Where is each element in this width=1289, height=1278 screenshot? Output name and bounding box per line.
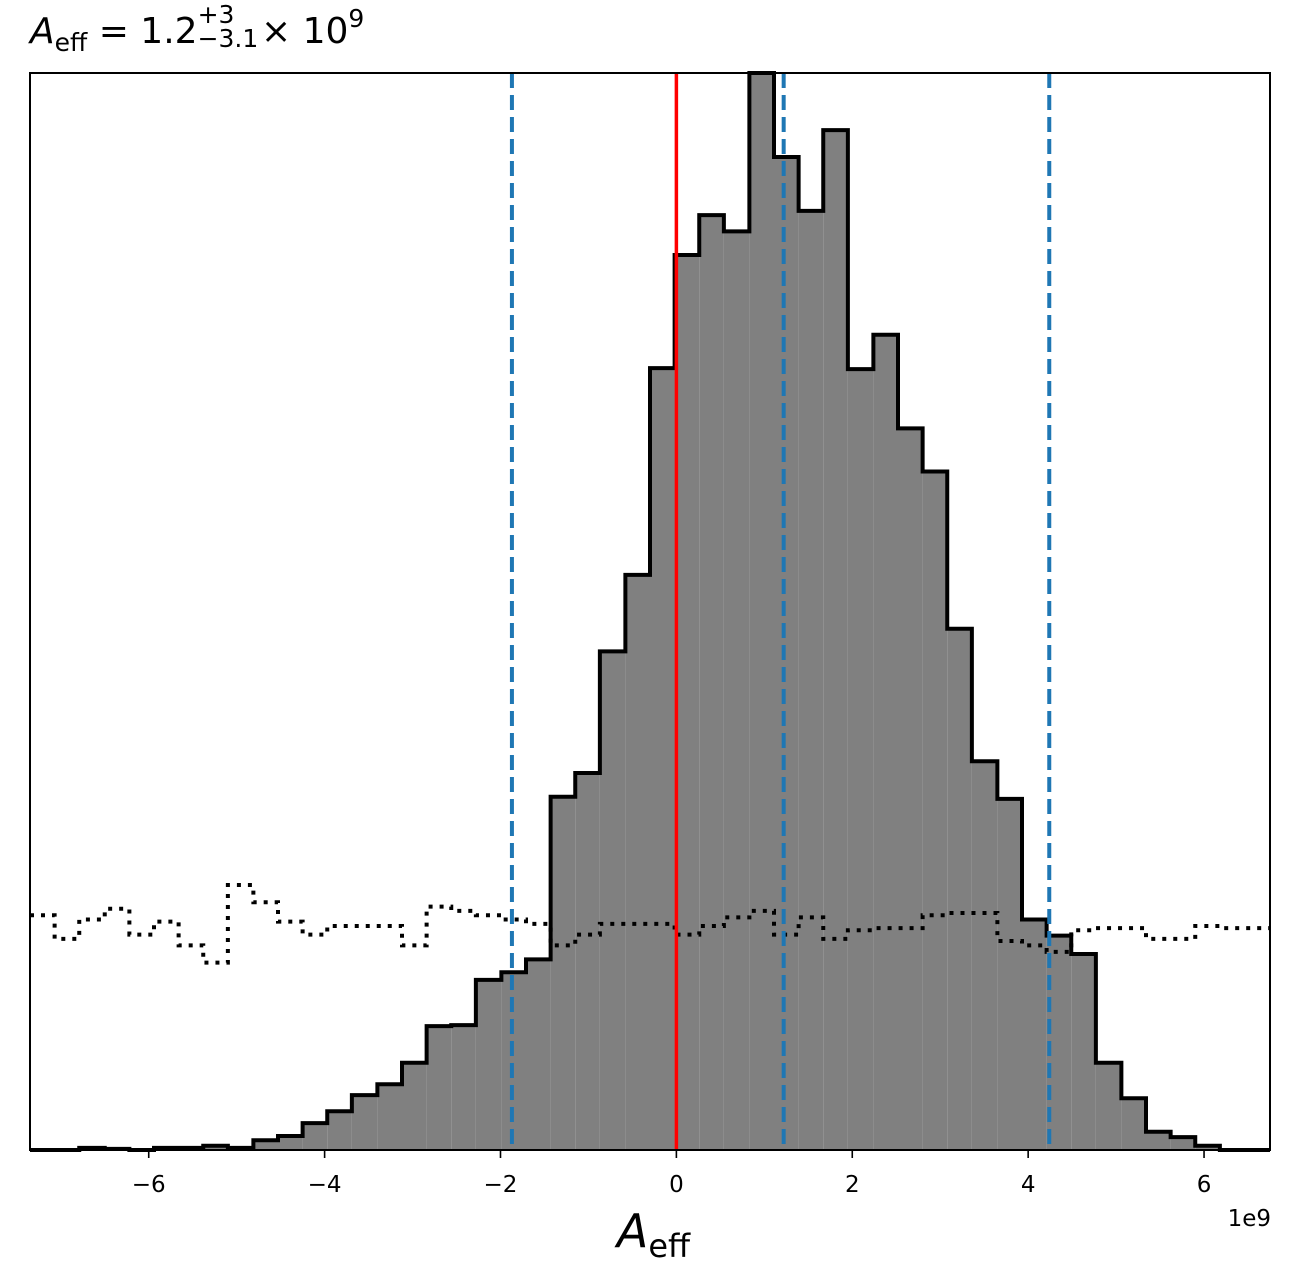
histogram-bar <box>575 773 600 1150</box>
histogram-bar <box>997 798 1022 1150</box>
title-exponent: 9 <box>348 4 365 33</box>
histogram-bar <box>723 231 750 1151</box>
histogram-bar <box>699 215 724 1150</box>
histogram-bar <box>475 979 502 1150</box>
histogram-bar <box>971 761 998 1150</box>
histogram-bar <box>302 1123 328 1150</box>
x-tick-label: 6 <box>1197 1172 1212 1198</box>
histogram-bar <box>526 959 551 1150</box>
histogram-bar <box>278 1135 303 1150</box>
histogram-bar <box>1170 1137 1196 1150</box>
title-symbol: A <box>30 11 55 52</box>
histogram-bar <box>1071 953 1096 1150</box>
x-tick-label: 2 <box>845 1172 860 1198</box>
histogram-bar <box>253 1140 278 1150</box>
title-value: = 1.2 <box>87 11 198 52</box>
histogram-bar <box>1121 1098 1146 1150</box>
histogram-bar <box>873 334 898 1150</box>
title-symbol-subscript: eff <box>54 28 88 57</box>
prior-histogram-dotted-line <box>30 883 1270 965</box>
histogram-bar <box>947 628 972 1150</box>
histogram-bar <box>674 255 700 1150</box>
posterior-histogram-outline <box>30 71 1270 1152</box>
histogram-bar <box>798 210 824 1150</box>
title-error-bounds: +3 −3.1 <box>198 2 259 51</box>
histogram-bar <box>351 1095 378 1150</box>
histogram-bar <box>203 1145 228 1150</box>
histogram-bar <box>898 428 923 1150</box>
x-tick-label: 4 <box>1021 1172 1036 1198</box>
x-axis-label-symbol: A <box>616 1204 649 1258</box>
title-minus-error: −3.1 <box>197 24 259 53</box>
histogram-bar <box>749 73 774 1150</box>
title-plus-error: +3 <box>197 0 235 29</box>
histogram-bar <box>327 1111 352 1150</box>
histogram-bar <box>823 130 848 1150</box>
histogram-bar <box>426 1026 452 1150</box>
x-axis-offset-text: 1e9 <box>1227 1206 1271 1232</box>
histogram-bar <box>650 368 675 1150</box>
histogram-bar <box>774 157 799 1151</box>
histogram-bar <box>402 1062 427 1150</box>
histogram-bar <box>1095 1062 1122 1150</box>
x-tick-label: −2 <box>484 1172 518 1198</box>
histogram-bar <box>451 1025 476 1150</box>
x-tick-label: −4 <box>308 1172 342 1198</box>
x-axis-label: Aeff <box>0 1204 1289 1265</box>
title-times: × 10 <box>249 11 349 52</box>
histogram-bar <box>625 574 650 1150</box>
histogram-bar <box>377 1084 402 1150</box>
plot-frame <box>29 72 1271 1151</box>
histogram-bar <box>599 651 626 1150</box>
histogram-bar <box>847 369 874 1150</box>
chart-title: Aeff = 1.2 +3 −3.1 × 109 <box>30 2 365 57</box>
histogram-bar <box>1022 919 1047 1150</box>
x-axis-label-subscript: eff <box>648 1227 691 1265</box>
histogram-bar <box>550 796 576 1150</box>
x-tick-label: 0 <box>669 1172 684 1198</box>
histogram-bar <box>1146 1131 1171 1150</box>
histogram-bar <box>1195 1145 1220 1150</box>
histogram-bar <box>922 471 948 1150</box>
x-tick-label: −6 <box>132 1172 166 1198</box>
